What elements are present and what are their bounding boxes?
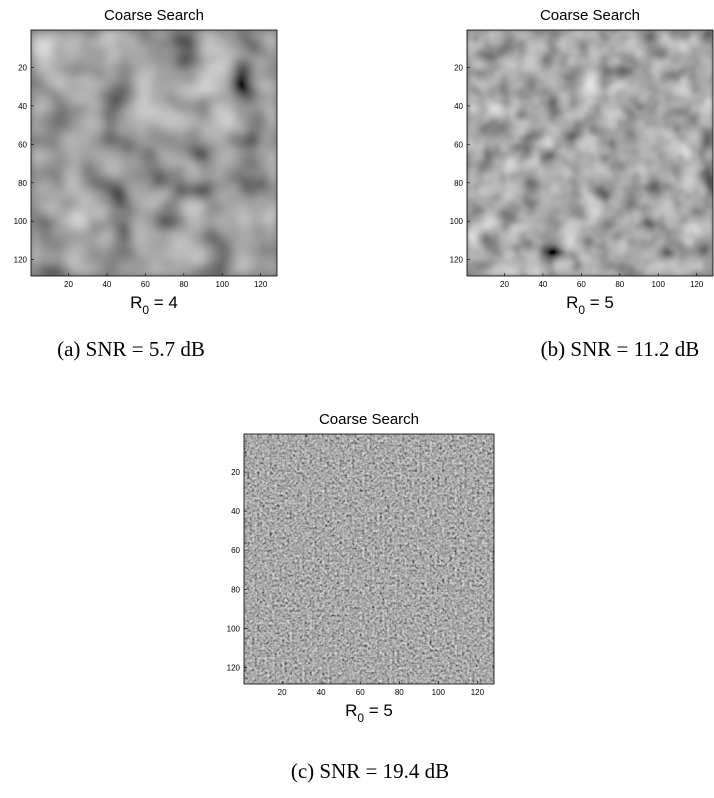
y-tick-label: 120 (450, 256, 464, 265)
x-tick-label: 20 (64, 280, 73, 289)
y-tick-label: 40 (454, 102, 463, 111)
image-texture (244, 434, 494, 684)
x-tick-label: 40 (538, 280, 547, 289)
y-tick-label: 80 (454, 179, 463, 188)
y-tick-label: 100 (450, 217, 464, 226)
y-tick-label: 100 (227, 624, 241, 633)
x-label-rest: = 5 (364, 701, 393, 720)
y-tick-label: 20 (231, 468, 240, 477)
x-tick-label: 80 (615, 280, 624, 289)
y-tick-label: 20 (18, 63, 27, 72)
x-tick-label: 20 (278, 688, 287, 697)
x-tick-label: 80 (179, 280, 188, 289)
x-tick-label: 60 (577, 280, 586, 289)
x-tick-label: 100 (216, 280, 230, 289)
y-tick-label: 80 (18, 179, 27, 188)
x-tick-label: 80 (395, 688, 404, 697)
image-texture (467, 30, 713, 276)
panel-title: Coarse Search (104, 7, 204, 24)
y-tick-label: 60 (231, 546, 240, 555)
x-tick-label: 40 (102, 280, 111, 289)
x-label-base: R (130, 293, 142, 312)
y-tick-label: 20 (454, 63, 463, 72)
x-axis-label: R0 = 5 (566, 293, 614, 317)
image-texture (31, 30, 277, 276)
figure: Coarse Search 20 40 60 80 100 120 20 40 60 80 100 12… (0, 0, 714, 798)
caption: (c) SNR = 19.4 dB (291, 759, 449, 783)
y-tick-label: 40 (18, 102, 27, 111)
x-label-rest: = 5 (585, 293, 614, 312)
x-tick-label: 100 (652, 280, 666, 289)
caption: (a) SNR = 5.7 dB (57, 337, 205, 361)
x-tick-label: 120 (254, 280, 268, 289)
y-tick-label: 80 (231, 585, 240, 594)
x-tick-label: 60 (356, 688, 365, 697)
x-label-base: R (345, 701, 357, 720)
panel-title: Coarse Search (540, 7, 640, 24)
x-tick-label: 120 (471, 688, 485, 697)
y-tick-label: 100 (14, 217, 28, 226)
x-tick-label: 100 (432, 688, 446, 697)
panel-title: Coarse Search (319, 411, 419, 428)
x-tick-label: 40 (317, 688, 326, 697)
y-tick-label: 120 (227, 663, 241, 672)
y-tick-label: 60 (454, 140, 463, 149)
x-label-base: R (566, 293, 578, 312)
x-tick-label: 120 (690, 280, 704, 289)
x-axis-label: R0 = 4 (130, 293, 178, 317)
x-label-rest: = 4 (149, 293, 178, 312)
x-tick-label: 20 (500, 280, 509, 289)
x-axis-label: R0 = 5 (345, 701, 393, 725)
y-tick-label: 120 (14, 256, 28, 265)
y-tick-label: 40 (231, 507, 240, 516)
x-tick-label: 60 (141, 280, 150, 289)
caption: (b) SNR = 11.2 dB (541, 337, 700, 361)
y-tick-label: 60 (18, 140, 27, 149)
